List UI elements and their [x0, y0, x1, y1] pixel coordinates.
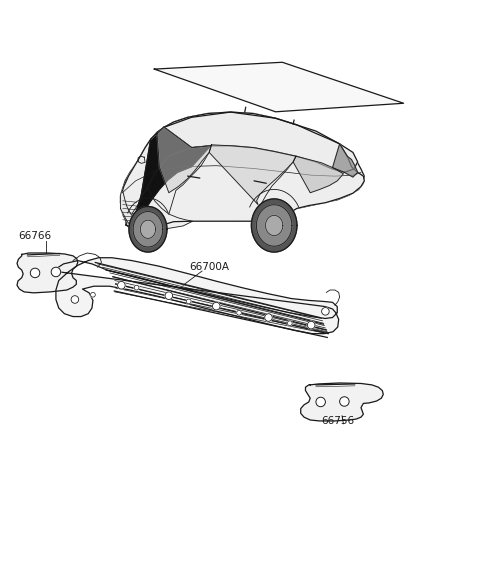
Polygon shape	[120, 190, 138, 229]
Circle shape	[288, 321, 292, 325]
Polygon shape	[120, 112, 364, 230]
Text: 66766: 66766	[18, 231, 51, 241]
Polygon shape	[120, 112, 364, 229]
Polygon shape	[252, 199, 297, 252]
Polygon shape	[151, 127, 212, 193]
Circle shape	[237, 310, 241, 315]
Polygon shape	[333, 144, 358, 177]
Circle shape	[165, 292, 173, 299]
Circle shape	[264, 314, 272, 321]
Polygon shape	[140, 220, 156, 238]
Circle shape	[134, 285, 139, 290]
Circle shape	[186, 299, 191, 304]
Text: 66756: 66756	[322, 416, 355, 426]
Circle shape	[213, 302, 220, 310]
Circle shape	[71, 296, 79, 303]
Circle shape	[118, 281, 125, 289]
Polygon shape	[141, 127, 192, 195]
Polygon shape	[133, 212, 163, 247]
Circle shape	[30, 268, 40, 278]
Polygon shape	[53, 258, 339, 333]
Circle shape	[307, 321, 315, 329]
Polygon shape	[126, 188, 192, 230]
Circle shape	[316, 397, 325, 407]
Polygon shape	[301, 383, 384, 421]
Circle shape	[322, 307, 329, 315]
Polygon shape	[133, 146, 211, 224]
Circle shape	[340, 397, 349, 406]
Polygon shape	[17, 253, 78, 293]
Polygon shape	[265, 215, 283, 235]
Polygon shape	[151, 112, 358, 192]
Polygon shape	[256, 205, 292, 246]
Text: 66700A: 66700A	[189, 262, 229, 272]
Polygon shape	[209, 145, 296, 205]
Circle shape	[51, 267, 60, 277]
Polygon shape	[293, 156, 343, 193]
Polygon shape	[129, 206, 167, 252]
Circle shape	[91, 292, 96, 297]
Polygon shape	[154, 62, 404, 112]
